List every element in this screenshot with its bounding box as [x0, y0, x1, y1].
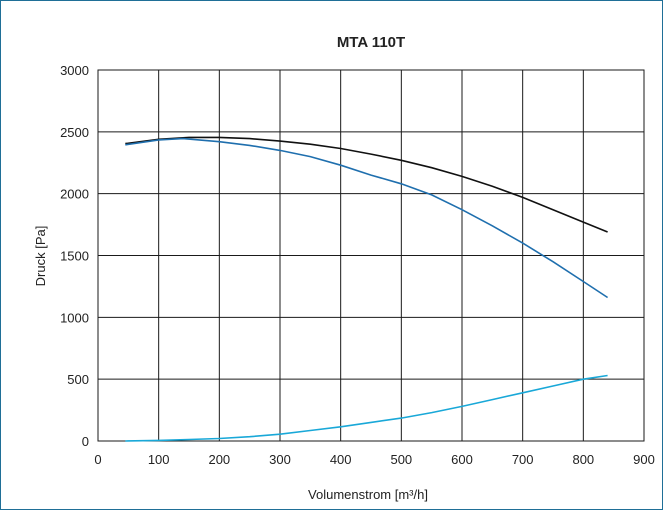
- x-tick-label: 0: [94, 452, 101, 467]
- x-tick-label: 100: [148, 452, 170, 467]
- y-tick-label: 2000: [60, 187, 89, 202]
- y-tick-label: 1500: [60, 249, 89, 264]
- y-tick-label: 0: [82, 434, 89, 449]
- x-tick-label: 300: [269, 452, 291, 467]
- x-tick-label: 400: [330, 452, 352, 467]
- y-tick-label: 2500: [60, 125, 89, 140]
- x-tick-label: 700: [512, 452, 534, 467]
- x-axis-label: Volumenstrom [m³/h]: [308, 487, 428, 502]
- grid: [97, 69, 645, 442]
- x-tick-label: 600: [451, 452, 473, 467]
- chart-title: MTA 110T: [337, 34, 405, 51]
- y-tick-label: 1000: [60, 310, 89, 325]
- y-axis-label: Druck [Pa]: [33, 226, 48, 287]
- y-tick-label: 500: [67, 372, 89, 387]
- series-lines: [125, 136, 609, 442]
- tick-labels: 0 100 200 300 400 500 600 700 800 900 0 500 1000 1500…: [60, 63, 655, 467]
- y-tick-label: 3000: [60, 63, 89, 78]
- series-line-pt: [125, 136, 608, 233]
- series-line-ps: [125, 137, 609, 299]
- plot-area-border: [97, 69, 645, 442]
- x-tick-label: 500: [390, 452, 412, 467]
- x-tick-label: 900: [633, 452, 655, 467]
- x-tick-label: 200: [208, 452, 230, 467]
- axes: [97, 69, 645, 442]
- series-line-pd: [125, 374, 608, 442]
- x-tick-label: 800: [572, 452, 594, 467]
